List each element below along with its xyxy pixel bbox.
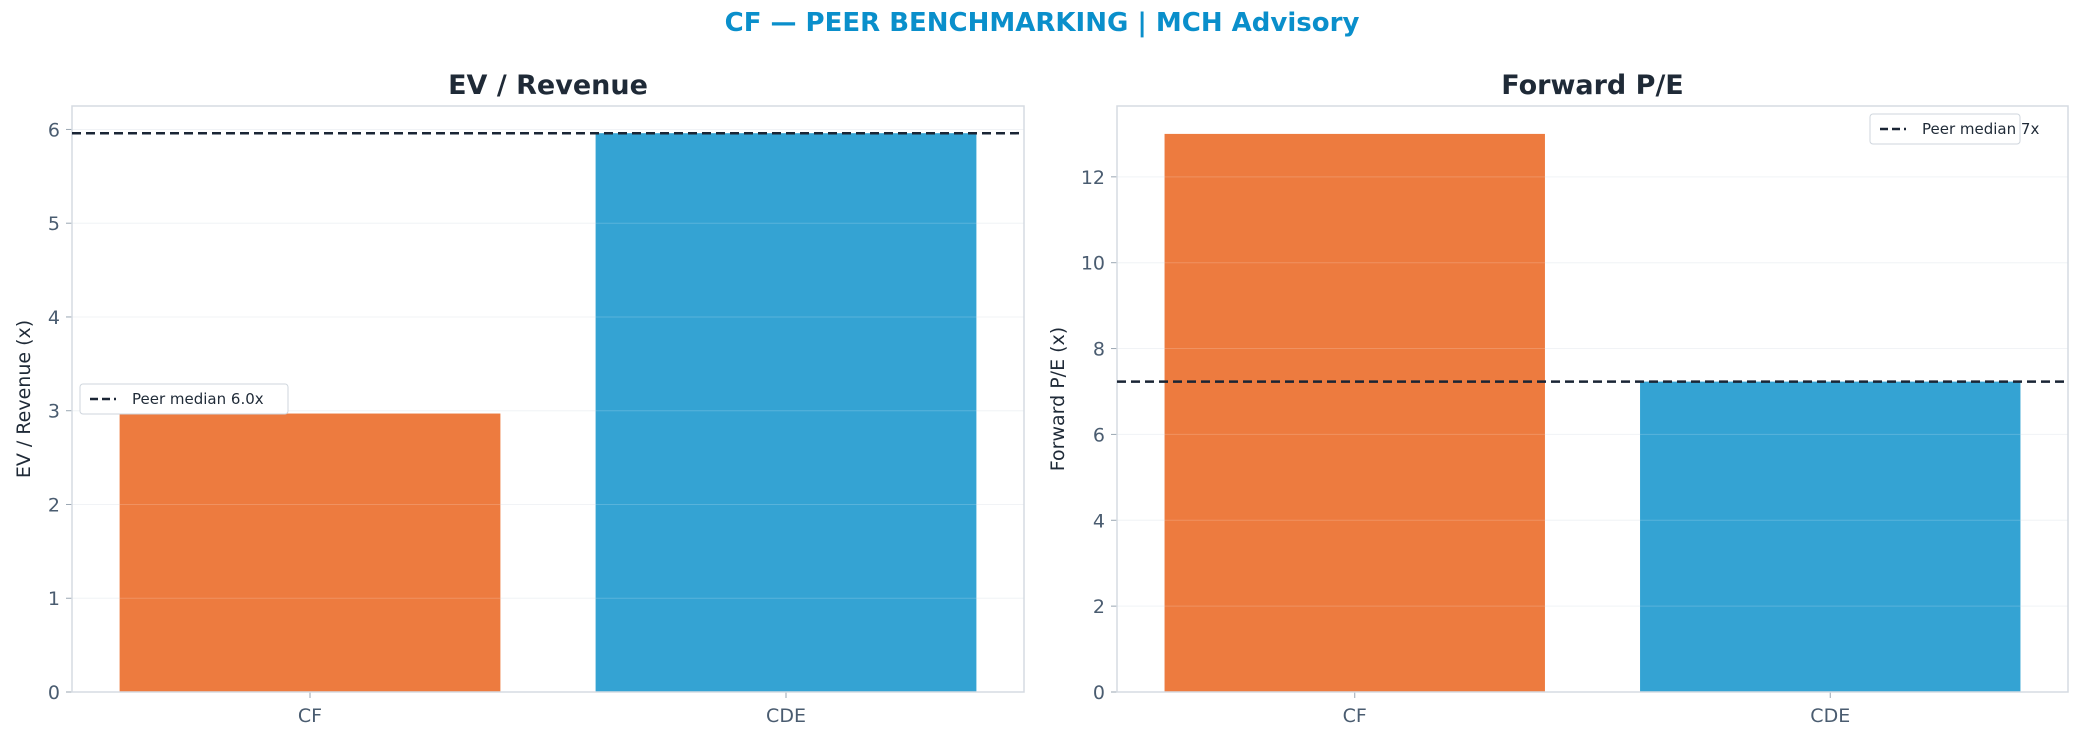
bar-cde	[1640, 381, 2021, 692]
x-tick-label: CDE	[766, 705, 806, 727]
legend-label: Peer median 7x	[1922, 120, 2039, 138]
chart-panel-forward-pe: Forward P/E 0 2 4 6 8 10 12 CF CDE Forward P/E (x)…	[1047, 70, 2069, 727]
y-tick-label: 3	[48, 401, 60, 423]
y-tick-label: 2	[48, 494, 60, 516]
chart-title: Forward P/E	[1501, 70, 1684, 101]
y-tick-label: 4	[1093, 510, 1105, 532]
y-tick-label: 2	[1093, 596, 1105, 618]
figure-title: CF — PEER BENCHMARKING | MCH Advisory	[724, 8, 1360, 38]
chart-panel-ev-revenue: EV / Revenue 0 1 2 3 4 5 6 CF CDE EV / Revenue (x)…	[13, 70, 1025, 727]
y-tick-label: 12	[1081, 167, 1105, 189]
bar-cde	[595, 133, 977, 692]
y-tick-label: 6	[1093, 424, 1105, 446]
x-tick-label: CF	[298, 705, 322, 727]
y-axis-label: Forward P/E (x)	[1047, 327, 1069, 471]
y-tick-label: 5	[48, 213, 60, 235]
legend: Peer median 6.0x	[79, 383, 289, 415]
legend-box	[1869, 113, 2021, 145]
legend: Peer median 7x	[1869, 113, 2039, 145]
y-tick-label: 0	[1093, 682, 1105, 704]
plot-frame	[71, 105, 1025, 693]
legend-box	[79, 383, 289, 415]
y-tick-label: 1	[48, 588, 60, 610]
bar-cf	[119, 413, 501, 692]
y-tick-label: 4	[48, 307, 60, 329]
y-axis-label: EV / Revenue (x)	[13, 320, 35, 478]
y-tick-label: 0	[48, 682, 60, 704]
legend-label: Peer median 6.0x	[132, 390, 264, 408]
bar-cf	[1164, 133, 1545, 692]
chart-title: EV / Revenue	[448, 70, 648, 101]
y-tick-label: 6	[48, 119, 60, 141]
y-tick-label: 8	[1093, 339, 1105, 361]
x-tick-label: CF	[1343, 705, 1367, 727]
x-tick-label: CDE	[1810, 705, 1850, 727]
plot-frame	[1116, 105, 2069, 693]
y-tick-label: 10	[1081, 253, 1105, 275]
